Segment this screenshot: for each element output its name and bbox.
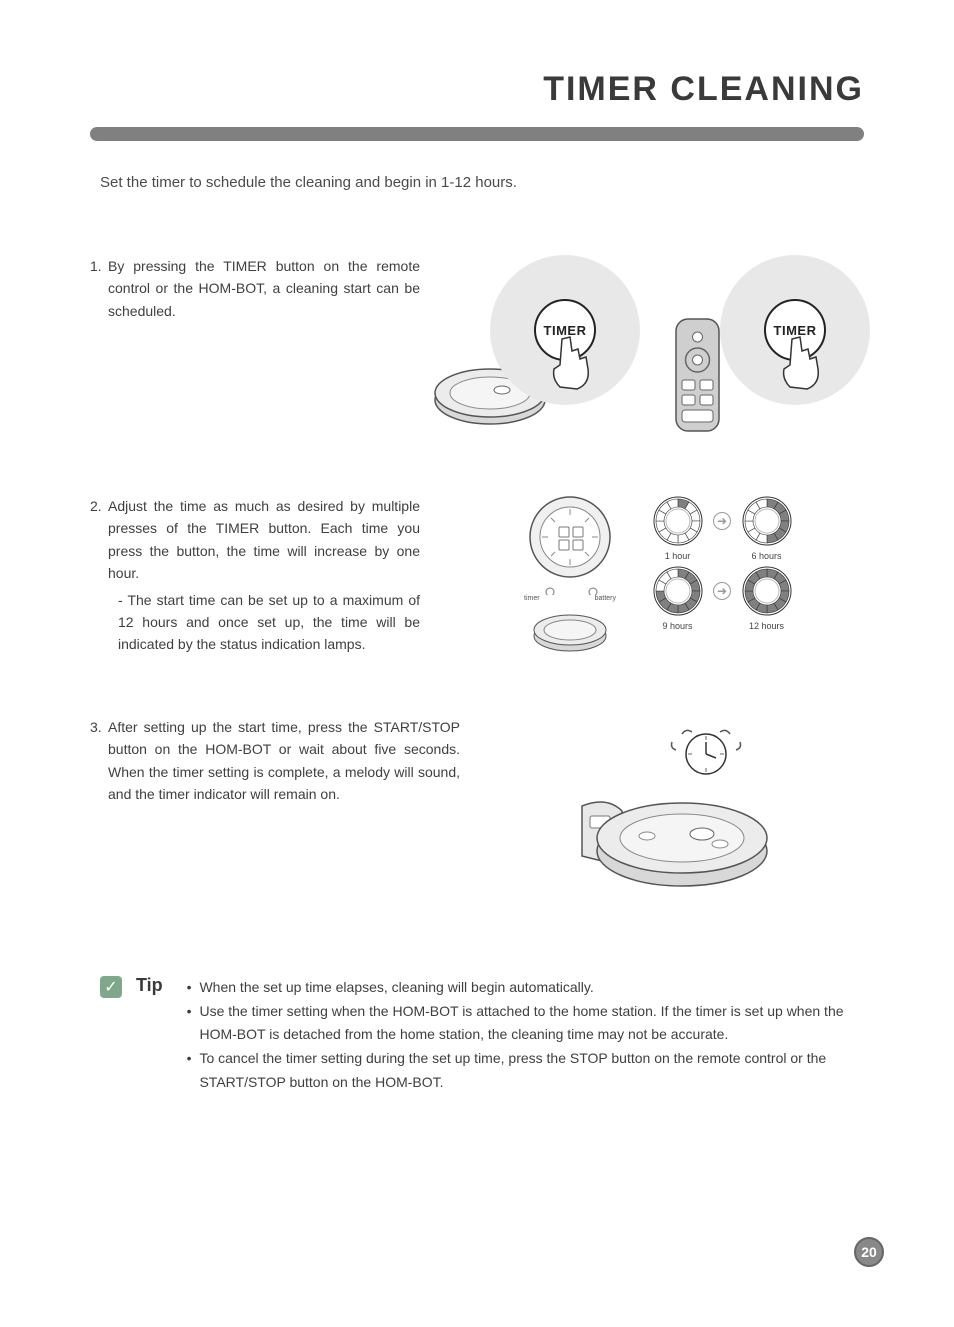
step-3-body: After setting up the start time, press t… (108, 716, 460, 806)
dial-1hour-label: 1 hour (665, 551, 691, 561)
intro-text: Set the timer to schedule the cleaning a… (90, 171, 864, 195)
figure-hombot-timer: TIMER (440, 255, 640, 435)
timer-button-circle: TIMER (534, 299, 596, 361)
checkmark-icon: ✓ (100, 976, 122, 998)
step-3: 3. After setting up the start time, pres… (90, 716, 864, 896)
dial-12hours-label: 12 hours (749, 621, 784, 631)
arrow-right-icon: ➜ (713, 512, 731, 530)
timer-dial-grid: ➜ 1 hour 6 hours ➜ 9 hours 12 hours (650, 495, 794, 631)
step-2-sub: - The start time can be set up to a maxi… (118, 589, 420, 656)
dial-9hours-icon (652, 565, 704, 617)
step-2-figure: timer battery ➜ 1 hour 6 hours ➜ 9 hours… (440, 495, 864, 653)
step-2-number: 2. (90, 495, 102, 517)
arrow-right-icon: ➜ (713, 582, 731, 600)
page-number: 20 (854, 1237, 884, 1267)
panel-timer-text: timer (524, 595, 540, 602)
timer-label: TIMER (544, 323, 587, 338)
dial-9hours-label: 9 hours (662, 621, 692, 631)
tip-item: • Use the timer setting when the HOM-BOT… (187, 1000, 864, 1048)
step-1-text: 1. By pressing the TIMER button on the r… (90, 255, 420, 322)
tip-label: Tip (136, 975, 163, 996)
dial-6hours-icon (741, 495, 793, 547)
tip-item: • When the set up time elapses, cleaning… (187, 976, 864, 1000)
step-3-text: 3. After setting up the start time, pres… (90, 716, 460, 806)
step-2-text: 2. Adjust the time as much as desired by… (90, 495, 420, 656)
timer-button-circle: TIMER (764, 299, 826, 361)
step-2: 2. Adjust the time as much as desired by… (90, 495, 864, 656)
tip-item: • To cancel the timer setting during the… (187, 1047, 864, 1095)
step-1-figure: TIMER TIMER (440, 255, 870, 435)
page-title: TIMER CLEANING (90, 70, 864, 109)
title-rule (90, 127, 864, 141)
remote-control-icon (670, 315, 725, 435)
figure-remote-timer: TIMER (670, 255, 870, 435)
step-3-number: 3. (90, 716, 102, 738)
hombot-docked-icon (552, 716, 792, 896)
step-3-figure (480, 716, 864, 896)
tip-list: • When the set up time elapses, cleaning… (187, 976, 864, 1095)
timer-bubble: TIMER (490, 255, 640, 405)
dial-6hours-label: 6 hours (751, 551, 781, 561)
step-1-body: By pressing the TIMER button on the remo… (108, 255, 420, 322)
timer-label: TIMER (774, 323, 817, 338)
step-1: 1. By pressing the TIMER button on the r… (90, 255, 864, 435)
tip-section: ✓ Tip • When the set up time elapses, cl… (90, 976, 864, 1095)
panel-battery-text: battery (595, 595, 616, 602)
dial-12hours-icon (741, 565, 793, 617)
step-1-number: 1. (90, 255, 102, 277)
hombot-top-panel-icon: timer battery (510, 495, 630, 653)
step-2-body: Adjust the time as much as desired by mu… (108, 495, 420, 585)
hombot-mini-icon (530, 608, 610, 653)
dial-1hour-icon (652, 495, 704, 547)
timer-bubble: TIMER (720, 255, 870, 405)
